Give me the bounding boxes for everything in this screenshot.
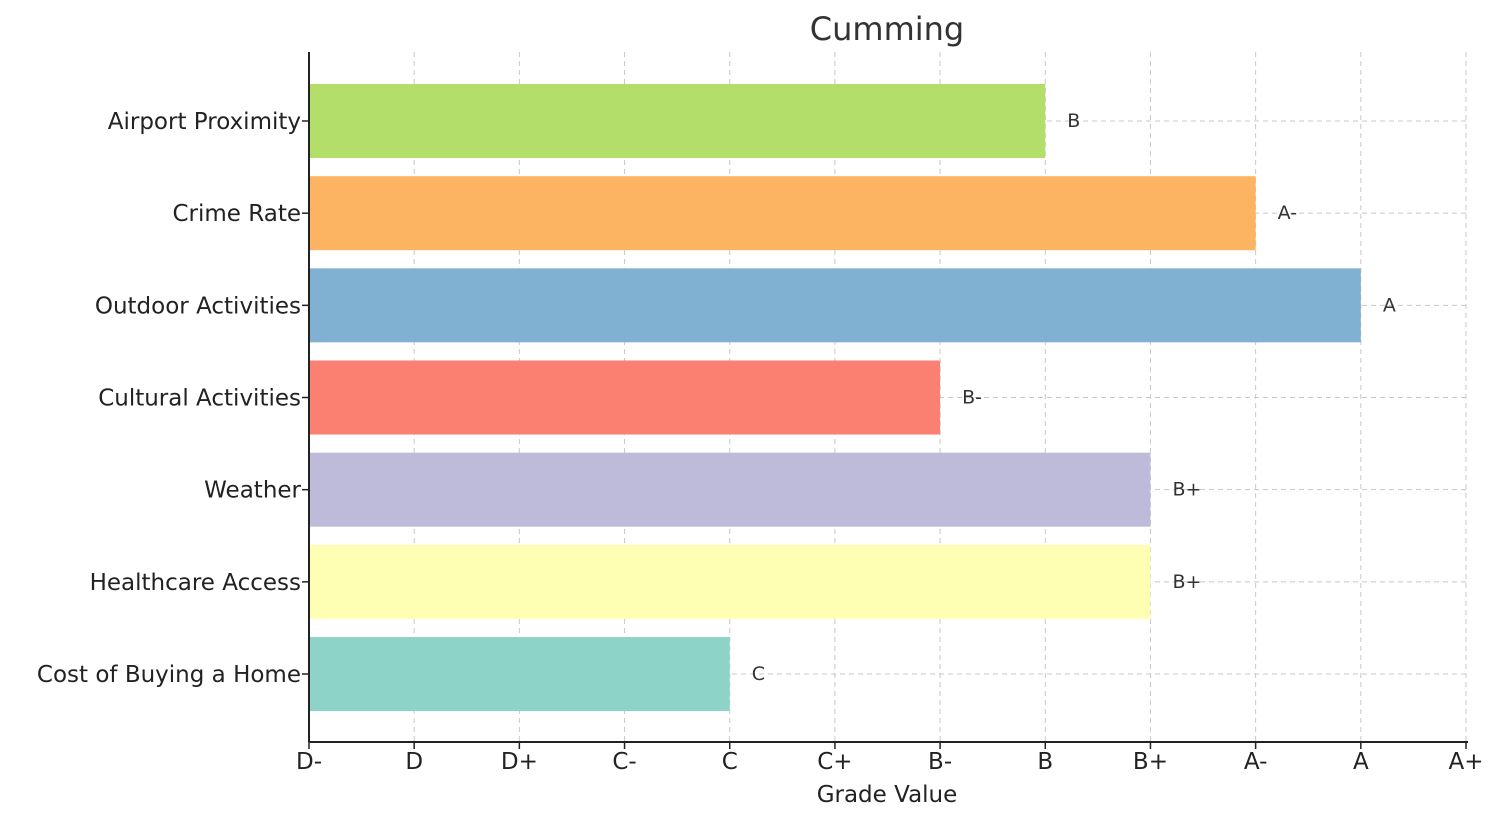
- bar: [309, 84, 1046, 158]
- x-tick-label: B+: [1133, 749, 1168, 775]
- bars: [309, 84, 1361, 712]
- bar-value-label: A-: [1278, 202, 1297, 224]
- x-tick-label: C+: [817, 749, 852, 775]
- bar: [309, 544, 1151, 619]
- bar-value-label: B-: [962, 387, 982, 409]
- bar-value-label: B+: [1172, 571, 1201, 593]
- y-tick-label: Outdoor Activities: [95, 293, 301, 319]
- y-tick-label: Crime Rate: [172, 201, 301, 227]
- x-tick-label: A+: [1448, 749, 1483, 775]
- axes: [302, 52, 1468, 749]
- bar: [309, 268, 1361, 343]
- x-tick-label: A-: [1244, 749, 1268, 775]
- labels: D- D D+ C- C C+ B- B B+ A- A A+ Airport Proximity B Cr…: [37, 109, 1484, 775]
- bar-value-label: B+: [1172, 479, 1201, 501]
- y-tick-label: Cost of Buying a Home: [37, 662, 301, 688]
- x-tick-label: C: [722, 749, 738, 775]
- bar: [309, 637, 730, 712]
- x-tick-label: D-: [296, 749, 322, 775]
- y-tick-label: Healthcare Access: [90, 570, 301, 596]
- x-tick-label: D+: [501, 749, 538, 775]
- x-tick-label: C-: [612, 749, 636, 775]
- y-tick-label: Weather: [204, 478, 301, 504]
- x-axis-title: Grade Value: [817, 782, 958, 808]
- bar: [309, 452, 1151, 527]
- bar-value-label: B: [1067, 110, 1080, 132]
- y-tick-label: Airport Proximity: [108, 109, 301, 135]
- bar-value-label: C: [752, 663, 765, 685]
- bar: [309, 176, 1256, 251]
- bar: [309, 360, 941, 435]
- chart-title: Cumming: [810, 10, 964, 48]
- bar-value-label: A: [1383, 294, 1396, 316]
- x-tick-label: A: [1353, 749, 1369, 775]
- x-tick-label: B: [1037, 749, 1053, 775]
- x-tick-label: B-: [928, 749, 952, 775]
- y-tick-label: Cultural Activities: [98, 386, 301, 412]
- x-tick-label: D: [405, 749, 423, 775]
